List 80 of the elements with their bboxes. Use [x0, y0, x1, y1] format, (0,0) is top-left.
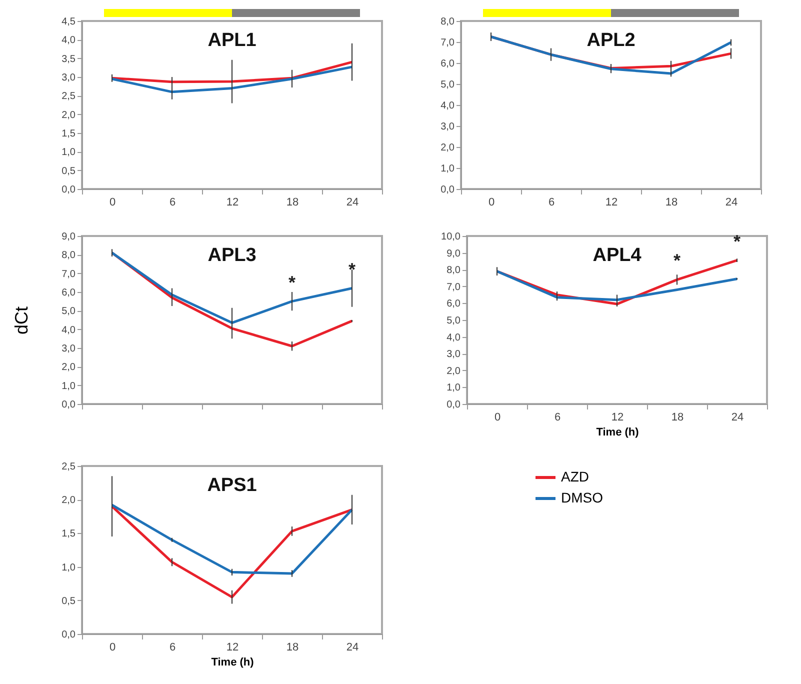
- y-tick-label: 5,0: [440, 80, 455, 90]
- x-tick-label: 0: [488, 196, 495, 208]
- y-tick-label: 5,0: [62, 306, 76, 318]
- y-tick-label: 9,0: [446, 248, 461, 260]
- y-tick-label: 2,0: [62, 495, 76, 506]
- y-tick-label: 3,5: [62, 54, 76, 65]
- y-tick-label: 2,5: [62, 91, 76, 102]
- y-tick-label: 8,0: [440, 16, 455, 28]
- legend-label: AZD: [561, 468, 589, 484]
- x-tick-label: 6: [554, 412, 561, 424]
- x-tick-label: 24: [731, 412, 744, 424]
- x-tick-label: 12: [611, 412, 624, 424]
- y-tick-label: 3,0: [446, 349, 461, 360]
- y-tick-label: 8,0: [446, 265, 461, 276]
- chart-title: APL2: [586, 30, 636, 51]
- x-tick-label: 18: [286, 196, 299, 208]
- y-tick-label: 7,0: [446, 282, 461, 293]
- y-tick-label: 1,5: [62, 128, 76, 140]
- y-tick-label: 4,0: [440, 100, 455, 112]
- x-axis-title: Time (h): [211, 656, 254, 668]
- x-tick-label: 0: [109, 196, 116, 208]
- y-tick-label: 2,0: [62, 110, 76, 121]
- y-axis-title: dCt: [12, 306, 32, 335]
- y-tick-label: 6,0: [440, 58, 455, 70]
- y-tick-label: 1,5: [62, 528, 76, 540]
- y-tick-label: 1,0: [440, 164, 455, 174]
- y-tick-label: 6,0: [62, 288, 76, 298]
- x-tick-label: 12: [605, 196, 618, 208]
- y-tick-label: 6,0: [446, 298, 461, 310]
- y-tick-label: 7,0: [440, 38, 455, 48]
- x-tick-label: 6: [548, 196, 555, 208]
- y-tick-label: 3,0: [62, 72, 76, 84]
- y-tick-label: 5,0: [446, 316, 461, 326]
- y-tick-label: 0,5: [62, 596, 76, 607]
- y-tick-label: 7,0: [62, 268, 76, 280]
- chart-title: APL1: [208, 30, 257, 51]
- y-tick-label: 4,0: [62, 324, 76, 336]
- y-tick-label: 3,0: [440, 122, 455, 132]
- y-tick-label: 0,0: [62, 630, 76, 640]
- x-tick-label: 18: [286, 642, 299, 654]
- x-tick-label: 0: [494, 412, 501, 424]
- annotation: *: [348, 259, 356, 280]
- y-tick-label: 4,5: [62, 16, 76, 28]
- y-tick-label: 2,0: [446, 366, 461, 377]
- y-tick-label: 3,0: [62, 344, 76, 354]
- y-tick-label: 2,0: [62, 362, 76, 374]
- y-tick-label: 10,0: [441, 232, 461, 242]
- y-tick-label: 0,0: [440, 184, 455, 196]
- x-tick-label: 12: [226, 642, 239, 654]
- y-tick-label: 1,0: [446, 382, 461, 394]
- legend-label: DMSO: [561, 490, 604, 506]
- y-tick-label: 1,0: [62, 562, 76, 574]
- y-tick-label: 2,0: [440, 142, 455, 154]
- y-tick-label: 0,5: [62, 166, 76, 177]
- y-tick-label: 8,0: [62, 250, 76, 262]
- x-axis-title: Time (h): [596, 426, 640, 438]
- x-tick-label: 24: [346, 642, 359, 654]
- y-tick-label: 0,0: [446, 400, 461, 410]
- chart-title: APL4: [592, 245, 642, 266]
- x-tick-label: 6: [169, 196, 176, 208]
- y-tick-label: 4,0: [62, 35, 76, 46]
- chart-title: APS1: [207, 475, 258, 496]
- x-tick-label: 24: [346, 196, 359, 208]
- y-tick-label: 9,0: [62, 232, 76, 242]
- annotation: *: [673, 250, 681, 271]
- y-tick-label: 4,0: [446, 332, 461, 344]
- x-tick-label: 18: [671, 412, 684, 424]
- annotation: *: [733, 231, 741, 252]
- x-tick-label: 18: [665, 196, 678, 208]
- x-tick-label: 12: [226, 196, 239, 208]
- y-tick-label: 0,0: [62, 184, 76, 196]
- annotation: *: [288, 272, 296, 292]
- x-tick-label: 0: [109, 642, 116, 654]
- chart-title: APL3: [208, 245, 256, 266]
- y-tick-label: 1,0: [62, 380, 76, 392]
- x-tick-label: 6: [169, 642, 176, 654]
- y-tick-label: 1,0: [62, 147, 76, 158]
- x-tick-label: 24: [725, 196, 738, 208]
- y-tick-label: 0,0: [62, 400, 76, 410]
- y-tick-label: 2,5: [62, 462, 76, 472]
